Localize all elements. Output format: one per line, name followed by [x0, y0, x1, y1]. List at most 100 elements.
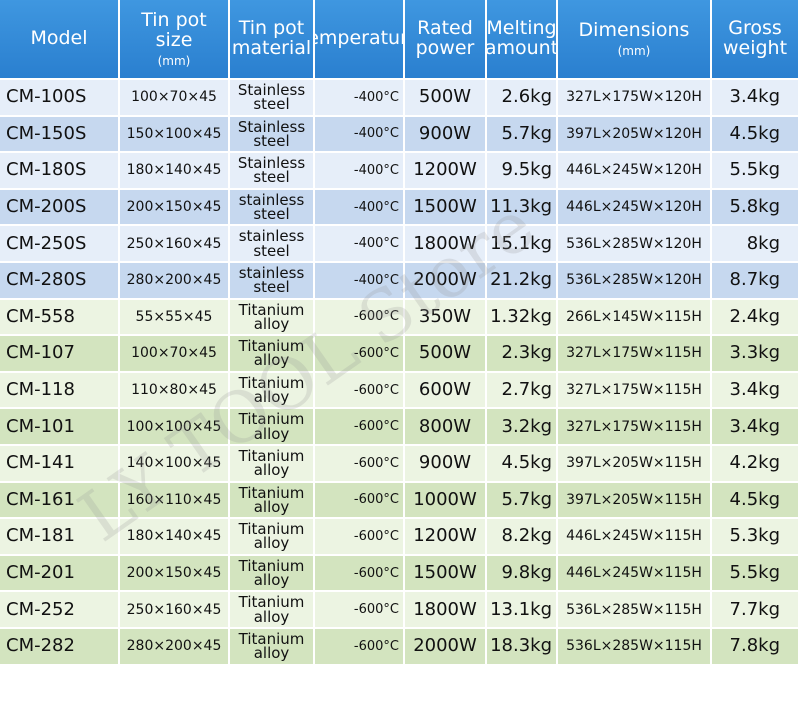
table-cell: 397L×205W×115H	[558, 482, 712, 520]
header-text: Dimensions	[578, 18, 690, 41]
table-cell: -600°C	[315, 446, 405, 483]
header-cell: Rated power	[405, 0, 487, 80]
header-cell: Dimensions (mm)	[558, 0, 712, 80]
table-cell: CM-180S	[0, 153, 120, 190]
table-cell: -400°C	[315, 226, 405, 263]
table-cell: -400°C	[315, 189, 405, 227]
table-cell: Titanium alloy	[230, 482, 315, 520]
table-cell: 7.8kg	[712, 629, 800, 666]
table-cell: 536L×285W×120H	[558, 263, 712, 300]
table-cell: 200×150×45	[120, 555, 230, 593]
table-cell: 1.32kg	[487, 299, 558, 337]
table-cell: 5.5kg	[712, 555, 800, 593]
table-cell: 536L×285W×115H	[558, 592, 712, 629]
table-cell: 9.5kg	[487, 153, 558, 190]
table-cell: 446L×245W×115H	[558, 519, 712, 556]
table-cell: 446L×245W×120H	[558, 189, 712, 227]
table-cell: 500W	[405, 80, 487, 117]
header-text: power	[415, 37, 475, 59]
table-cell: CM-282	[0, 629, 120, 666]
table-cell: 2.7kg	[487, 372, 558, 410]
table-cell: 900W	[405, 446, 487, 483]
table-cell: 180×140×45	[120, 519, 230, 556]
table-cell: Stainless steel	[230, 153, 315, 190]
header-text: (mm)	[617, 43, 651, 58]
table-cell: 1500W	[405, 189, 487, 227]
table-cell: 5.7kg	[487, 116, 558, 154]
table-cell: CM-181	[0, 519, 120, 556]
table-cell: 15.1kg	[487, 226, 558, 263]
table-cell: 100×70×45	[120, 336, 230, 373]
table-cell: 800W	[405, 409, 487, 446]
header-text: (mm)	[157, 53, 191, 68]
table-cell: 100×70×45	[120, 80, 230, 117]
table-cell: 21.2kg	[487, 263, 558, 300]
header-text: Rated	[417, 17, 473, 40]
table-cell: 1800W	[405, 592, 487, 629]
table-cell: 397L×205W×120H	[558, 116, 712, 154]
table-cell: 200×150×45	[120, 189, 230, 227]
table-cell: 3.4kg	[712, 372, 800, 410]
table-cell: 4.5kg	[487, 446, 558, 483]
table-cell: 536L×285W×115H	[558, 629, 712, 666]
table-cell: 2000W	[405, 629, 487, 666]
table-cell: CM-118	[0, 372, 120, 410]
table-cell: 5.8kg	[712, 189, 800, 227]
table-cell: CM-107	[0, 336, 120, 373]
table-cell: 160×110×45	[120, 482, 230, 520]
table-cell: 1200W	[405, 519, 487, 556]
table-cell: CM-252	[0, 592, 120, 629]
table-cell: 1500W	[405, 555, 487, 593]
table-cell: stainless steel	[230, 226, 315, 263]
header-text: Model	[30, 27, 88, 50]
table-cell: 55×55×45	[120, 299, 230, 337]
table-cell: 140×100×45	[120, 446, 230, 483]
table-cell: Titanium alloy	[230, 372, 315, 410]
table-cell: 397L×205W×115H	[558, 446, 712, 483]
table-cell: 446L×245W×115H	[558, 555, 712, 593]
table-cell: -400°C	[315, 263, 405, 300]
table-cell: 13.1kg	[487, 592, 558, 629]
table-cell: -400°C	[315, 153, 405, 190]
table-cell: Titanium alloy	[230, 629, 315, 666]
table-cell: 536L×285W×120H	[558, 226, 712, 263]
table-cell: 350W	[405, 299, 487, 337]
table-cell: -600°C	[315, 592, 405, 629]
table-cell: CM-161	[0, 482, 120, 520]
table-cell: CM-201	[0, 555, 120, 593]
header-text: Temperature	[315, 27, 403, 50]
table-cell: 1200W	[405, 153, 487, 190]
header-cell: Temperature	[315, 0, 405, 80]
table-cell: Titanium alloy	[230, 519, 315, 556]
table-cell: Titanium alloy	[230, 446, 315, 483]
table-cell: -600°C	[315, 299, 405, 337]
table-cell: 327L×175W×115H	[558, 409, 712, 446]
table-cell: -600°C	[315, 629, 405, 666]
header-cell: Model	[0, 0, 120, 80]
table-cell: 150×100×45	[120, 116, 230, 154]
header-text: material	[231, 37, 312, 59]
table-cell: 9.8kg	[487, 555, 558, 593]
table-cell: 500W	[405, 336, 487, 373]
table-cell: 327L×175W×115H	[558, 372, 712, 410]
table-cell: 8kg	[712, 226, 800, 263]
table-cell: 2.4kg	[712, 299, 800, 337]
table-cell: 2.6kg	[487, 80, 558, 117]
table-cell: 250×160×45	[120, 226, 230, 263]
table-cell: 900W	[405, 116, 487, 154]
table-cell: -600°C	[315, 409, 405, 446]
header-text: weight	[722, 37, 788, 59]
table-cell: 2.3kg	[487, 336, 558, 373]
header-cell: Tin pot size (mm)	[120, 0, 230, 80]
table-cell: CM-558	[0, 299, 120, 337]
table-cell: Titanium alloy	[230, 299, 315, 337]
table-cell: 11.3kg	[487, 189, 558, 227]
table-cell: Titanium alloy	[230, 409, 315, 446]
table-cell: 4.5kg	[712, 116, 800, 154]
table-cell: 100×100×45	[120, 409, 230, 446]
header-cell: Melting amount	[487, 0, 558, 80]
header-text: amount	[487, 37, 558, 59]
table-cell: Titanium alloy	[230, 336, 315, 373]
table-cell: CM-141	[0, 446, 120, 483]
